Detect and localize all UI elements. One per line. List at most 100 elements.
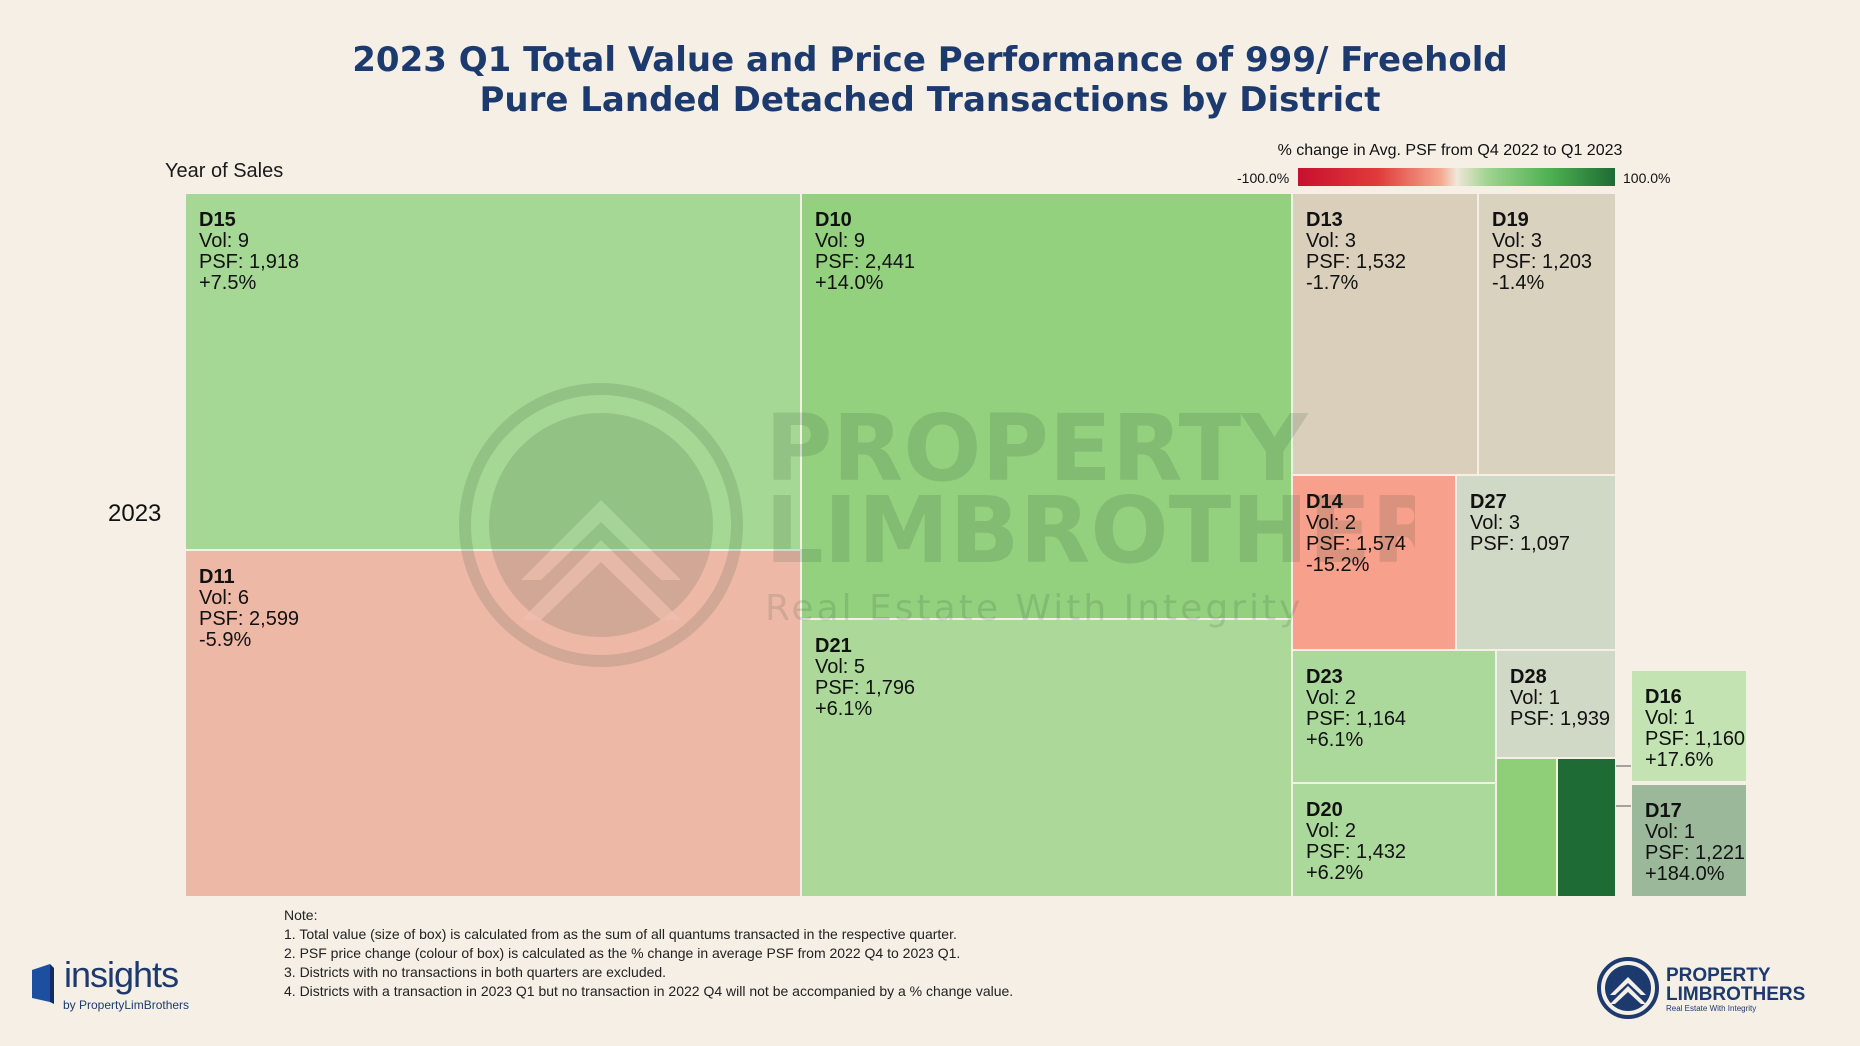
propertylimbrothers-logo-text: PROPERTY LIMBROTHERS — [1666, 966, 1805, 1004]
cell-psf-d11: PSF: 2,599 — [199, 608, 300, 630]
cell-label-d13: D13 Vol: 3 PSF: 1,532 -1.7% — [1306, 210, 1406, 294]
cell-psf-d21: PSF: 1,796 — [815, 677, 916, 699]
cell-label-d15: D15 Vol: 9 PSF: 1,918 +7.5% — [199, 210, 299, 294]
cell-label-d14: D14 Vol: 2 PSF: 1,574 -15.2% — [1306, 492, 1406, 576]
notes: Note: 1. Total value (size of box) is ca… — [284, 906, 1013, 1001]
note-4: 4. Districts with a transaction in 2023 … — [284, 983, 1014, 999]
legend-max-label: 100.0% — [1623, 170, 1671, 186]
legend-min-label: -100.0% — [1237, 170, 1290, 186]
cell-district-d16: D16 — [1645, 686, 1682, 708]
cell-label-d11: D11 Vol: 6 PSF: 2,599 -5.9% — [199, 567, 299, 651]
cell-district-d11: D11 — [199, 566, 235, 588]
cell-change-d19: -1.4% — [1492, 272, 1545, 294]
cell-change-d14: -15.2% — [1306, 554, 1370, 576]
cell-psf-d10: PSF: 2,441 — [815, 251, 916, 273]
cell-label-d20: D20 Vol: 2 PSF: 1,432 +6.2% — [1306, 800, 1406, 884]
treemap-cell-d19[interactable]: D19 Vol: 3 PSF: 1,203 -1.4% — [1478, 193, 1616, 475]
treemap-cell-d23[interactable]: D23 Vol: 2 PSF: 1,164 +6.1% — [1292, 650, 1496, 783]
insights-logo-byline: by PropertyLimBrothers — [63, 998, 190, 1012]
treemap-cell-d27[interactable]: D27 Vol: 3 PSF: 1,097 — [1456, 475, 1616, 650]
cell-district-d17: D17 — [1645, 800, 1682, 822]
cell-psf-d19: PSF: 1,203 — [1492, 251, 1593, 273]
note-3: 3. Districts with no transactions in bot… — [284, 964, 667, 980]
cell-psf-d14: PSF: 1,574 — [1306, 533, 1407, 555]
insights-logo-word: insights — [64, 954, 179, 995]
year-group-label: 2023 — [108, 500, 162, 527]
treemap-cell-d10[interactable]: D10 Vol: 9 PSF: 2,441 +14.0% — [801, 193, 1292, 619]
cell-volume-d28: Vol: 1 — [1510, 687, 1561, 709]
cell-label-d23: D23 Vol: 2 PSF: 1,164 +6.1% — [1306, 667, 1406, 751]
cell-label-d19: D19 Vol: 3 PSF: 1,203 -1.4% — [1492, 210, 1592, 294]
insights-logo: insights by PropertyLimBrothers — [30, 954, 230, 1014]
treemap-cell-d11[interactable]: D11 Vol: 6 PSF: 2,599 -5.9% — [185, 550, 801, 897]
cell-volume-d11: Vol: 6 — [199, 587, 250, 609]
cell-volume-d13: Vol: 3 — [1306, 230, 1357, 252]
cell-district-d13: D13 — [1306, 209, 1343, 231]
cell-label-d28: D28 Vol: 1 PSF: 1,939 — [1510, 667, 1610, 730]
chart-title-line-2: Pure Landed Detached Transactions by Dis… — [479, 80, 1381, 120]
cell-psf-d23: PSF: 1,164 — [1306, 708, 1407, 730]
cell-volume-d15: Vol: 9 — [199, 230, 250, 252]
cell-district-d21: D21 — [815, 635, 852, 657]
cell-change-d23: +6.1% — [1306, 729, 1364, 751]
cell-label-d21: D21 Vol: 5 PSF: 1,796 +6.1% — [815, 636, 915, 720]
cell-psf-d15: PSF: 1,918 — [199, 251, 300, 273]
cell-psf-d13: PSF: 1,532 — [1306, 251, 1407, 273]
callout-d17: D17 Vol: 1 PSF: 1,221 +184.0% — [1631, 784, 1747, 897]
cell-district-d20: D20 — [1306, 799, 1343, 821]
treemap-cell-d13[interactable]: D13 Vol: 3 PSF: 1,532 -1.7% — [1292, 193, 1478, 475]
notes-heading: Note: — [284, 907, 318, 923]
cell-change-d10: +14.0% — [815, 272, 884, 294]
cell-volume-d10: Vol: 9 — [815, 230, 866, 252]
propertylimbrothers-logo-icon — [1597, 957, 1659, 1019]
cell-label-d17: D17 Vol: 1 PSF: 1,221 +184.0% — [1645, 801, 1745, 885]
note-1: 1. Total value (size of box) is calculat… — [284, 926, 957, 942]
note-2: 2. PSF price change (colour of box) is c… — [284, 945, 961, 961]
treemap-cell-d21[interactable]: D21 Vol: 5 PSF: 1,796 +6.1% — [801, 619, 1292, 897]
cell-volume-d16: Vol: 1 — [1645, 707, 1696, 729]
cell-district-d10: D10 — [815, 209, 852, 231]
treemap-cell-d16[interactable] — [1496, 758, 1557, 897]
logo-line-2: LIMBROTHERS — [1666, 984, 1806, 1005]
cell-district-d23: D23 — [1306, 666, 1343, 688]
legend-color-scale — [1298, 168, 1615, 186]
cell-volume-d19: Vol: 3 — [1492, 230, 1543, 252]
callout-d16: D16 Vol: 1 PSF: 1,160 +17.6% — [1631, 670, 1747, 782]
cell-volume-d17: Vol: 1 — [1645, 821, 1696, 843]
cell-label-d27: D27 Vol: 3 PSF: 1,097 — [1470, 492, 1570, 555]
cell-volume-d21: Vol: 5 — [815, 656, 866, 678]
cell-district-d14: D14 — [1306, 491, 1343, 513]
cell-district-d27: D27 — [1470, 491, 1507, 513]
cell-change-d11: -5.9% — [199, 629, 252, 651]
propertylimbrothers-logo: PROPERTY LIMBROTHERS Real Estate With In… — [1596, 956, 1806, 1020]
cell-change-d13: -1.7% — [1306, 272, 1359, 294]
cell-change-d15: +7.5% — [199, 272, 257, 294]
cell-psf-d17: PSF: 1,221 — [1645, 842, 1746, 864]
cell-volume-d20: Vol: 2 — [1306, 820, 1357, 842]
year-axis-title: Year of Sales — [165, 160, 284, 182]
treemap-cell-d28[interactable]: D28 Vol: 1 PSF: 1,939 — [1496, 650, 1616, 758]
cell-psf-d28: PSF: 1,939 — [1510, 708, 1611, 730]
cell-change-d21: +6.1% — [815, 698, 873, 720]
cell-label-d10: D10 Vol: 9 PSF: 2,441 +14.0% — [815, 210, 915, 294]
chart-title: 2023 Q1 Total Value and Price Performanc… — [0, 40, 1860, 120]
cell-change-d20: +6.2% — [1306, 862, 1364, 884]
cell-psf-d16: PSF: 1,160 — [1645, 728, 1746, 750]
legend-title: % change in Avg. PSF from Q4 2022 to Q1 … — [1277, 142, 1623, 159]
cell-volume-d14: Vol: 2 — [1306, 512, 1357, 534]
cell-psf-d27: PSF: 1,097 — [1470, 533, 1571, 555]
treemap-cell-d14[interactable]: D14 Vol: 2 PSF: 1,574 -15.2% — [1292, 475, 1456, 650]
treemap-cell-d15[interactable]: D15 Vol: 9 PSF: 1,918 +7.5% — [185, 193, 801, 550]
chart-title-line-1: 2023 Q1 Total Value and Price Performanc… — [352, 40, 1508, 80]
logo-line-1: PROPERTY — [1666, 965, 1771, 986]
cell-label-d16: D16 Vol: 1 PSF: 1,160 +17.6% — [1645, 687, 1745, 771]
cell-district-d19: D19 — [1492, 209, 1529, 231]
cell-volume-d23: Vol: 2 — [1306, 687, 1357, 709]
cell-volume-d27: Vol: 3 — [1470, 512, 1521, 534]
cell-change-d17: +184.0% — [1645, 863, 1725, 885]
treemap-cell-d20[interactable]: D20 Vol: 2 PSF: 1,432 +6.2% — [1292, 783, 1496, 897]
treemap-cell-d17[interactable] — [1557, 758, 1616, 897]
cell-psf-d20: PSF: 1,432 — [1306, 841, 1407, 863]
cell-district-d28: D28 — [1510, 666, 1547, 688]
